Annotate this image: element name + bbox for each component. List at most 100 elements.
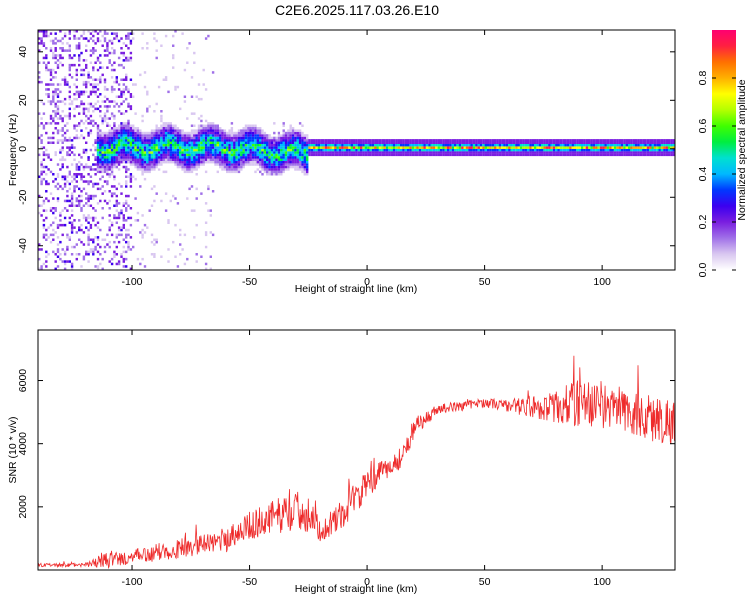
- heatmap-cell: [569, 151, 572, 154]
- heatmap-cell: [233, 134, 236, 137]
- heatmap-cell: [595, 141, 598, 144]
- heatmap-cell: [172, 160, 175, 164]
- heatmap-cell: [449, 153, 452, 157]
- heatmap-cell: [249, 160, 252, 164]
- heatmap-cell: [148, 160, 151, 164]
- heatmap-cell: [322, 143, 325, 147]
- heatmap-cell: [61, 100, 64, 103]
- heatmap-cell: [475, 141, 478, 144]
- heatmap-cell: [125, 250, 128, 254]
- heatmap-cell: [270, 156, 274, 159]
- heatmap-cell: [223, 146, 227, 149]
- heatmap-cell: [609, 146, 612, 149]
- heatmap-cell: [202, 68, 205, 72]
- heatmap-cell: [284, 146, 288, 149]
- heatmap-cell: [204, 151, 208, 154]
- heatmap-cell: [470, 141, 473, 144]
- heatmap-cell: [66, 233, 69, 237]
- heatmap-cell: [343, 139, 346, 142]
- heatmap-cell: [294, 139, 297, 142]
- heatmap-cell: [237, 170, 241, 174]
- heatmap-cell: [376, 139, 379, 142]
- heatmap-cell: [141, 156, 144, 159]
- heatmap-cell: [94, 236, 97, 239]
- heatmap-cell: [85, 59, 88, 62]
- heatmap-cell: [291, 165, 295, 169]
- heatmap-cell: [108, 153, 111, 157]
- heatmap-cell: [47, 61, 50, 64]
- heatmap-cell: [447, 141, 450, 144]
- heatmap-cell: [139, 141, 142, 144]
- heatmap-cell: [228, 146, 231, 149]
- heatmap-cell: [543, 143, 546, 147]
- heatmap-cell: [59, 39, 62, 43]
- heatmap-cell: [73, 226, 76, 229]
- heatmap-cell: [237, 143, 241, 147]
- heatmap-cell: [85, 250, 88, 254]
- heatmap-cell: [484, 151, 487, 154]
- heatmap-cell: [270, 148, 274, 152]
- heatmap-cell: [200, 131, 203, 135]
- heatmap-cell: [291, 163, 295, 166]
- heatmap-cell: [289, 163, 292, 166]
- heatmap-cell: [456, 143, 459, 147]
- heatmap-cell: [108, 146, 111, 149]
- heatmap-cell: [240, 168, 243, 171]
- heatmap-cell: [306, 146, 309, 149]
- heatmap-cell: [233, 141, 236, 144]
- heatmap-cell: [113, 175, 116, 178]
- heatmap-cell: [169, 160, 172, 164]
- heatmap-cell: [110, 129, 114, 132]
- heatmap-cell: [56, 250, 60, 254]
- heatmap-cell: [164, 78, 168, 81]
- heatmap-cell: [581, 153, 584, 157]
- heatmap-cell: [115, 78, 118, 81]
- heatmap-cell: [94, 148, 97, 152]
- heatmap-cell: [134, 134, 137, 137]
- heatmap-cell: [667, 143, 671, 147]
- heatmap-cell: [160, 158, 163, 161]
- heatmap-cell: [472, 143, 476, 147]
- heatmap-cell: [230, 148, 234, 152]
- heatmap-cell: [56, 100, 60, 103]
- heatmap-cell: [190, 139, 194, 142]
- heatmap-cell: [268, 168, 271, 171]
- heatmap-cell: [287, 129, 290, 132]
- heatmap-cell: [247, 146, 250, 149]
- heatmap-cell: [146, 146, 149, 149]
- heatmap-cell: [157, 127, 161, 130]
- heatmap-cell: [355, 153, 358, 157]
- heatmap-cell: [534, 153, 537, 157]
- heatmap-cell: [99, 160, 102, 164]
- heatmap-cell: [479, 141, 483, 144]
- heatmap-cell: [360, 143, 363, 147]
- heatmap-cell: [211, 71, 215, 74]
- heatmap-cell: [461, 148, 464, 152]
- heatmap-cell: [45, 165, 48, 169]
- heatmap-cell: [186, 61, 189, 64]
- heatmap-cell: [122, 127, 125, 130]
- heatmap-cell: [219, 131, 222, 135]
- heatmap-cell: [364, 141, 368, 144]
- heatmap-cell: [350, 151, 353, 154]
- heatmap-cell: [127, 47, 130, 50]
- heatmap-cell: [193, 134, 196, 137]
- heatmap-cell: [550, 151, 553, 154]
- heatmap-cell: [89, 197, 93, 200]
- heatmap-cell: [566, 139, 570, 142]
- heatmap-cell: [193, 148, 196, 152]
- heatmap-cell: [94, 42, 97, 45]
- heatmap-cell: [157, 141, 161, 144]
- heatmap-cell: [233, 143, 236, 147]
- heatmap-cell: [125, 233, 128, 237]
- heatmap-cell: [134, 139, 137, 142]
- heatmap-cell: [56, 122, 60, 125]
- heatmap-cell: [68, 236, 71, 239]
- heatmap-cell: [291, 148, 295, 152]
- heatmap-cell: [538, 153, 542, 157]
- heatmap-cell: [127, 204, 130, 207]
- heatmap-cell: [172, 156, 175, 159]
- heatmap-cell: [211, 143, 215, 147]
- heatmap-cell: [263, 153, 267, 157]
- heatmap-cell: [273, 148, 276, 152]
